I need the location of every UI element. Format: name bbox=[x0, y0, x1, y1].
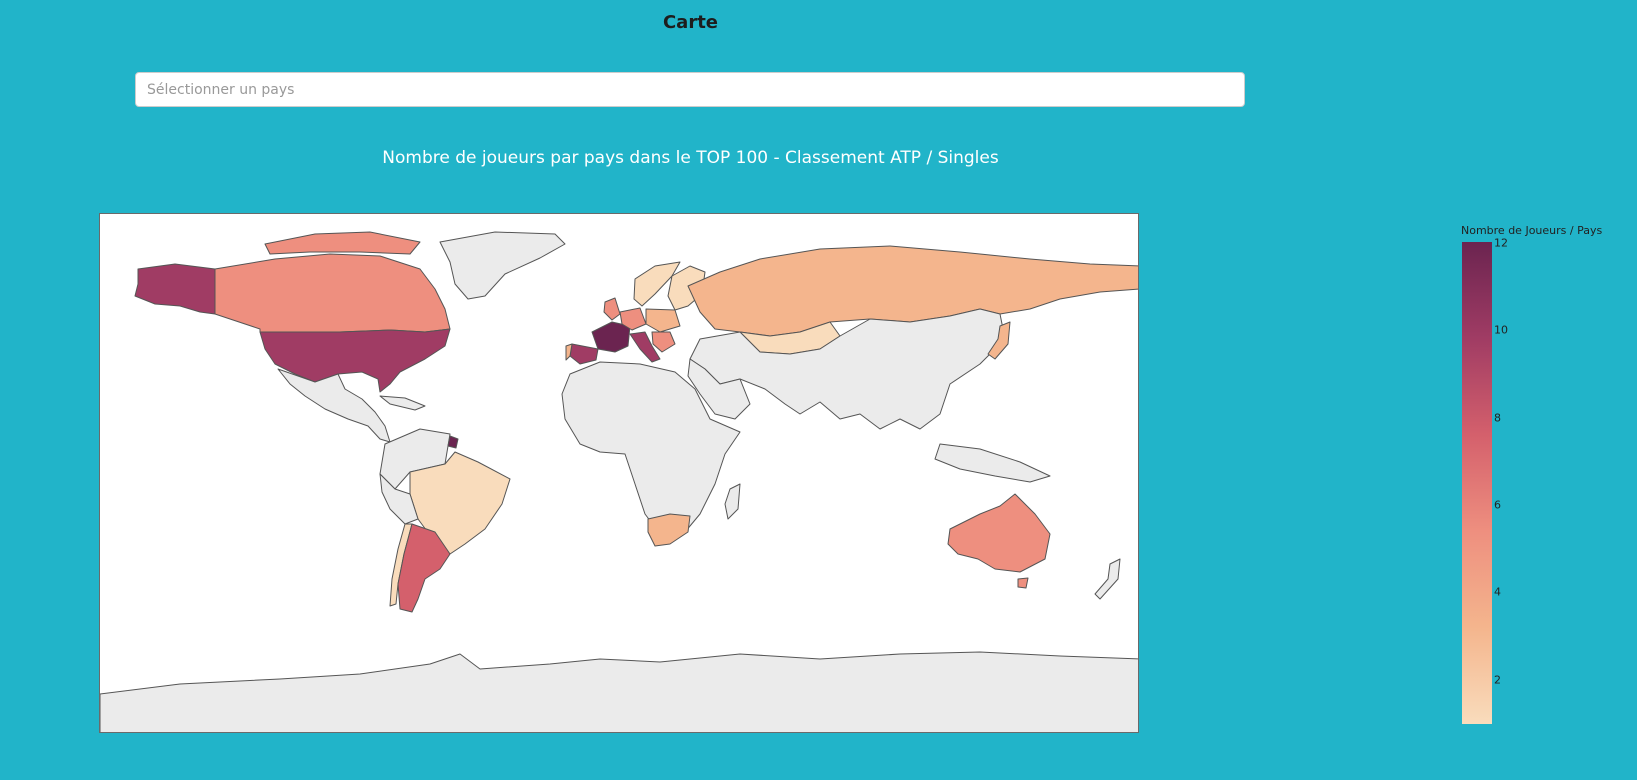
country-select[interactable] bbox=[135, 72, 1245, 107]
colorbar-tick-12: 12 bbox=[1494, 236, 1508, 250]
colorbar-tick-8: 8 bbox=[1494, 411, 1501, 425]
colorbar-tick-10: 10 bbox=[1494, 323, 1508, 337]
country-french-guiana[interactable] bbox=[447, 435, 459, 449]
country-new-zealand[interactable] bbox=[1094, 558, 1121, 600]
country-select-input[interactable] bbox=[136, 73, 1244, 106]
country-australia[interactable] bbox=[947, 493, 1051, 573]
country-japan[interactable] bbox=[987, 321, 1011, 360]
country-greenland[interactable] bbox=[439, 231, 566, 300]
country-canada-islands[interactable] bbox=[264, 231, 421, 255]
world-map[interactable] bbox=[99, 213, 1139, 733]
page-title: Carte bbox=[662, 12, 719, 33]
country-spain[interactable] bbox=[569, 343, 599, 365]
country-caribbean[interactable] bbox=[379, 395, 426, 411]
colorbar-tick-6: 6 bbox=[1494, 498, 1501, 512]
map-title: Nombre de joueurs par pays dans le TOP 1… bbox=[382, 148, 999, 168]
region-africa[interactable] bbox=[561, 361, 741, 535]
colorbar-tick-4: 4 bbox=[1494, 585, 1501, 599]
colorbar-tick-2: 2 bbox=[1494, 673, 1501, 687]
country-south-africa[interactable] bbox=[647, 513, 691, 547]
colorbar-title: Nombre de Joueurs / Pays bbox=[1461, 224, 1603, 237]
country-canada[interactable] bbox=[214, 253, 451, 333]
country-italy[interactable] bbox=[629, 331, 661, 363]
map-svg[interactable] bbox=[100, 214, 1139, 733]
country-france[interactable] bbox=[591, 321, 631, 353]
region-middle-east[interactable] bbox=[687, 358, 751, 420]
country-peru-bolivia[interactable] bbox=[379, 473, 419, 525]
country-tasmania[interactable] bbox=[1017, 577, 1029, 589]
country-madagascar[interactable] bbox=[724, 483, 741, 520]
country-germany[interactable] bbox=[619, 307, 647, 331]
region-southeast-asia[interactable] bbox=[934, 443, 1051, 483]
country-portugal[interactable] bbox=[565, 343, 573, 361]
country-uk[interactable] bbox=[603, 297, 621, 321]
region-asia[interactable] bbox=[689, 308, 1006, 430]
colorbar bbox=[1462, 242, 1492, 724]
country-mexico[interactable] bbox=[277, 368, 391, 443]
country-alaska[interactable] bbox=[134, 263, 216, 315]
country-central-europe[interactable] bbox=[645, 308, 681, 333]
country-balkans[interactable] bbox=[651, 331, 676, 353]
country-usa[interactable] bbox=[259, 328, 451, 393]
country-norway[interactable] bbox=[633, 261, 681, 307]
region-antarctica[interactable] bbox=[100, 651, 1139, 733]
country-argentina[interactable] bbox=[397, 523, 451, 613]
